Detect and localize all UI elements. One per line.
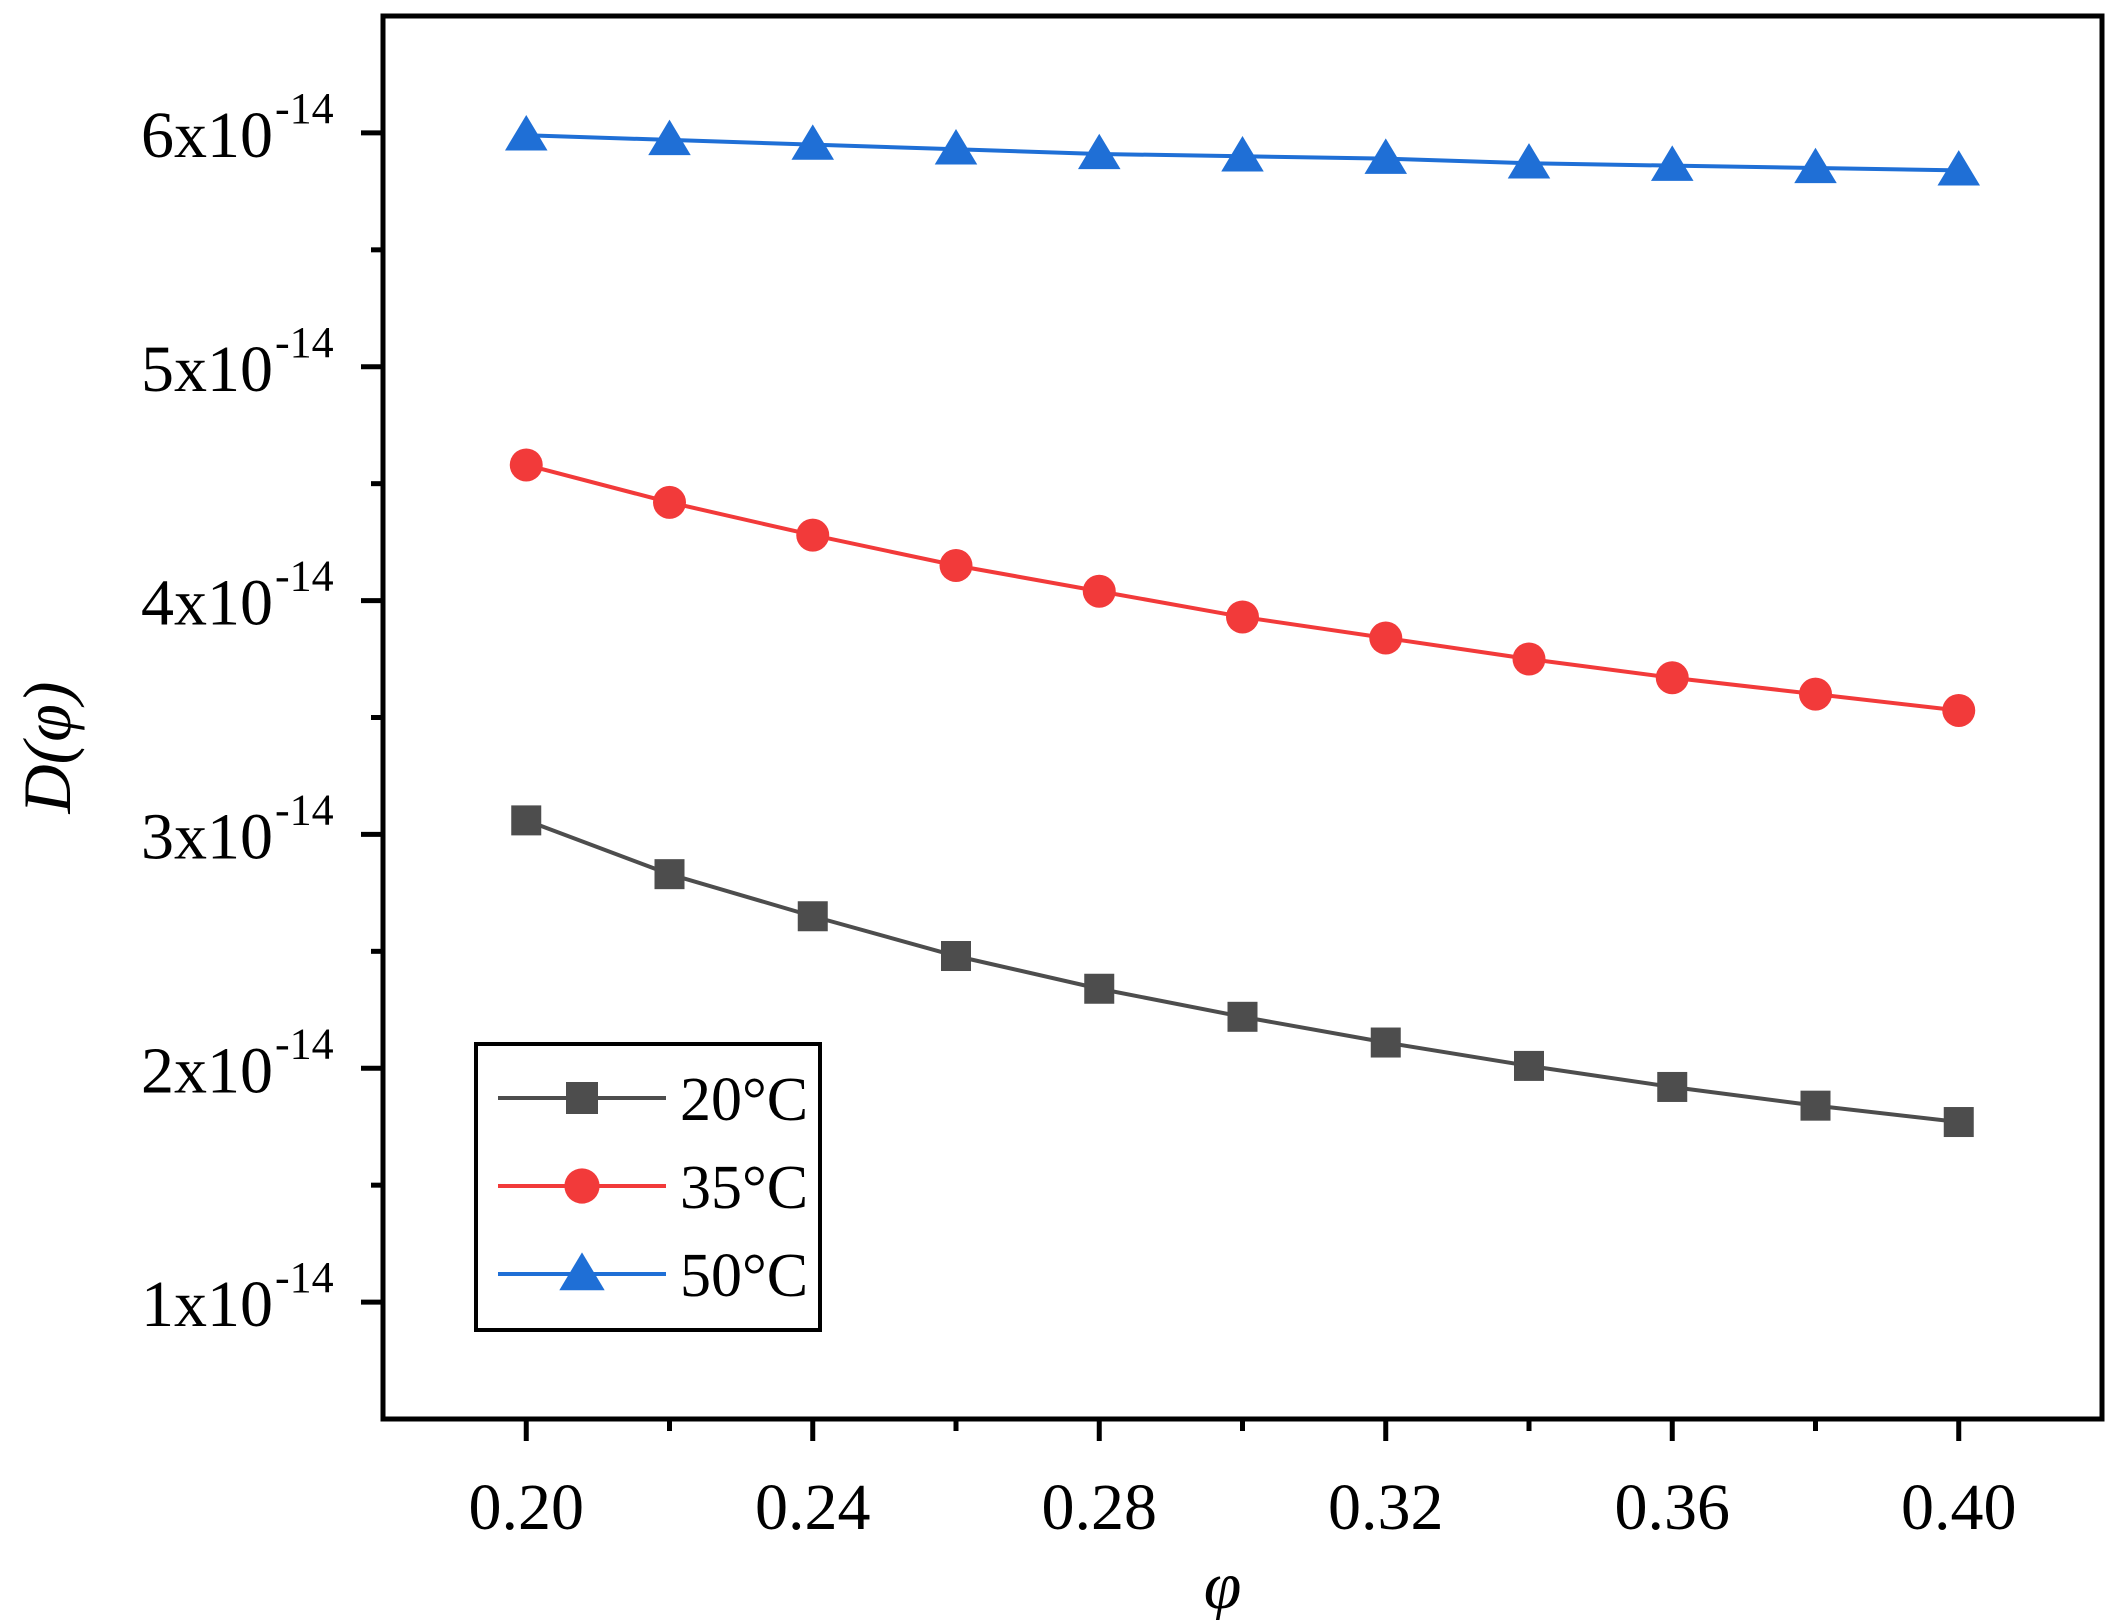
data-point-2-10 [1937,150,1981,186]
data-point-1-6 [1369,621,1403,655]
data-point-1-1 [653,485,686,519]
data-point-2-7 [1507,143,1551,179]
data-point-2-9 [1794,147,1837,184]
y-tick-exponent: -14 [275,785,334,834]
data-point-0-9 [1800,1090,1831,1121]
legend: 20°C 35°C 50°C [474,1042,822,1332]
series-layer [504,115,1981,1138]
x-tick-label: 0.32 [1328,1471,1444,1544]
y-tick-exponent: -14 [275,1253,334,1302]
data-point-0-4 [1084,973,1115,1004]
legend-label: 35°C [680,1154,808,1222]
data-point-0-3 [941,941,971,972]
series-0 [511,805,1974,1138]
data-point-1-10 [1942,693,1976,727]
data-point-1-0 [509,448,543,482]
legend-item-1: 35°C [498,1154,808,1222]
data-point-2-3 [934,129,978,165]
series-1 [509,448,1976,727]
y-tick-label: 4x10 [141,567,273,640]
legend-label: 20°C [680,1066,808,1134]
legend-label: 50°C [680,1242,808,1310]
y-tick-label: 6x10 [141,99,273,172]
data-point-1-7 [1512,642,1546,676]
data-point-1-3 [939,549,973,583]
data-point-2-4 [1077,133,1121,170]
legend-item-2: 50°C [498,1242,808,1310]
data-point-2-6 [1364,138,1408,174]
y-tick-label: 1x10 [141,1268,273,1341]
data-point-2-8 [1650,145,1694,181]
data-point-0-5 [1227,1001,1258,1032]
y-tick-label: 3x10 [141,800,273,873]
legend-marker-2 [559,1252,605,1291]
data-point-0-2 [797,901,828,932]
y-tick-exponent: -14 [275,1019,334,1068]
data-point-0-10 [1943,1107,1974,1138]
legend-marker-0 [566,1082,598,1114]
data-point-2-1 [648,119,691,156]
x-tick-label: 0.40 [1901,1471,2017,1544]
data-point-1-2 [796,518,830,552]
legend-item-0: 20°C [498,1066,808,1134]
data-point-0-1 [654,859,685,890]
series-2 [504,115,1981,186]
y-tick-exponent: -14 [275,552,334,601]
data-point-0-8 [1657,1071,1688,1102]
data-point-0-0 [511,805,542,836]
x-tick-label: 0.20 [469,1471,585,1544]
data-point-2-5 [1221,136,1264,172]
data-point-0-7 [1514,1050,1544,1081]
y-tick-exponent: -14 [275,84,334,133]
y-tick-label: 5x10 [141,333,273,406]
y-axis-title: D(φ) [9,681,85,814]
x-tick-label: 0.28 [1042,1471,1158,1544]
data-point-1-4 [1082,574,1116,608]
data-point-0-6 [1370,1027,1401,1058]
data-point-2-0 [504,115,548,151]
y-tick-label: 2x10 [141,1034,273,1107]
data-point-1-8 [1655,661,1689,695]
data-point-1-9 [1799,677,1832,711]
x-tick-label: 0.24 [755,1471,871,1544]
legend-marker-1 [564,1168,600,1204]
series-line-1 [525,463,1959,713]
x-tick-label: 0.36 [1615,1471,1731,1544]
data-point-1-5 [1226,600,1259,634]
x-axis-title: φ [1204,1547,1242,1620]
data-point-2-2 [791,124,835,160]
y-tick-exponent: -14 [275,318,334,367]
